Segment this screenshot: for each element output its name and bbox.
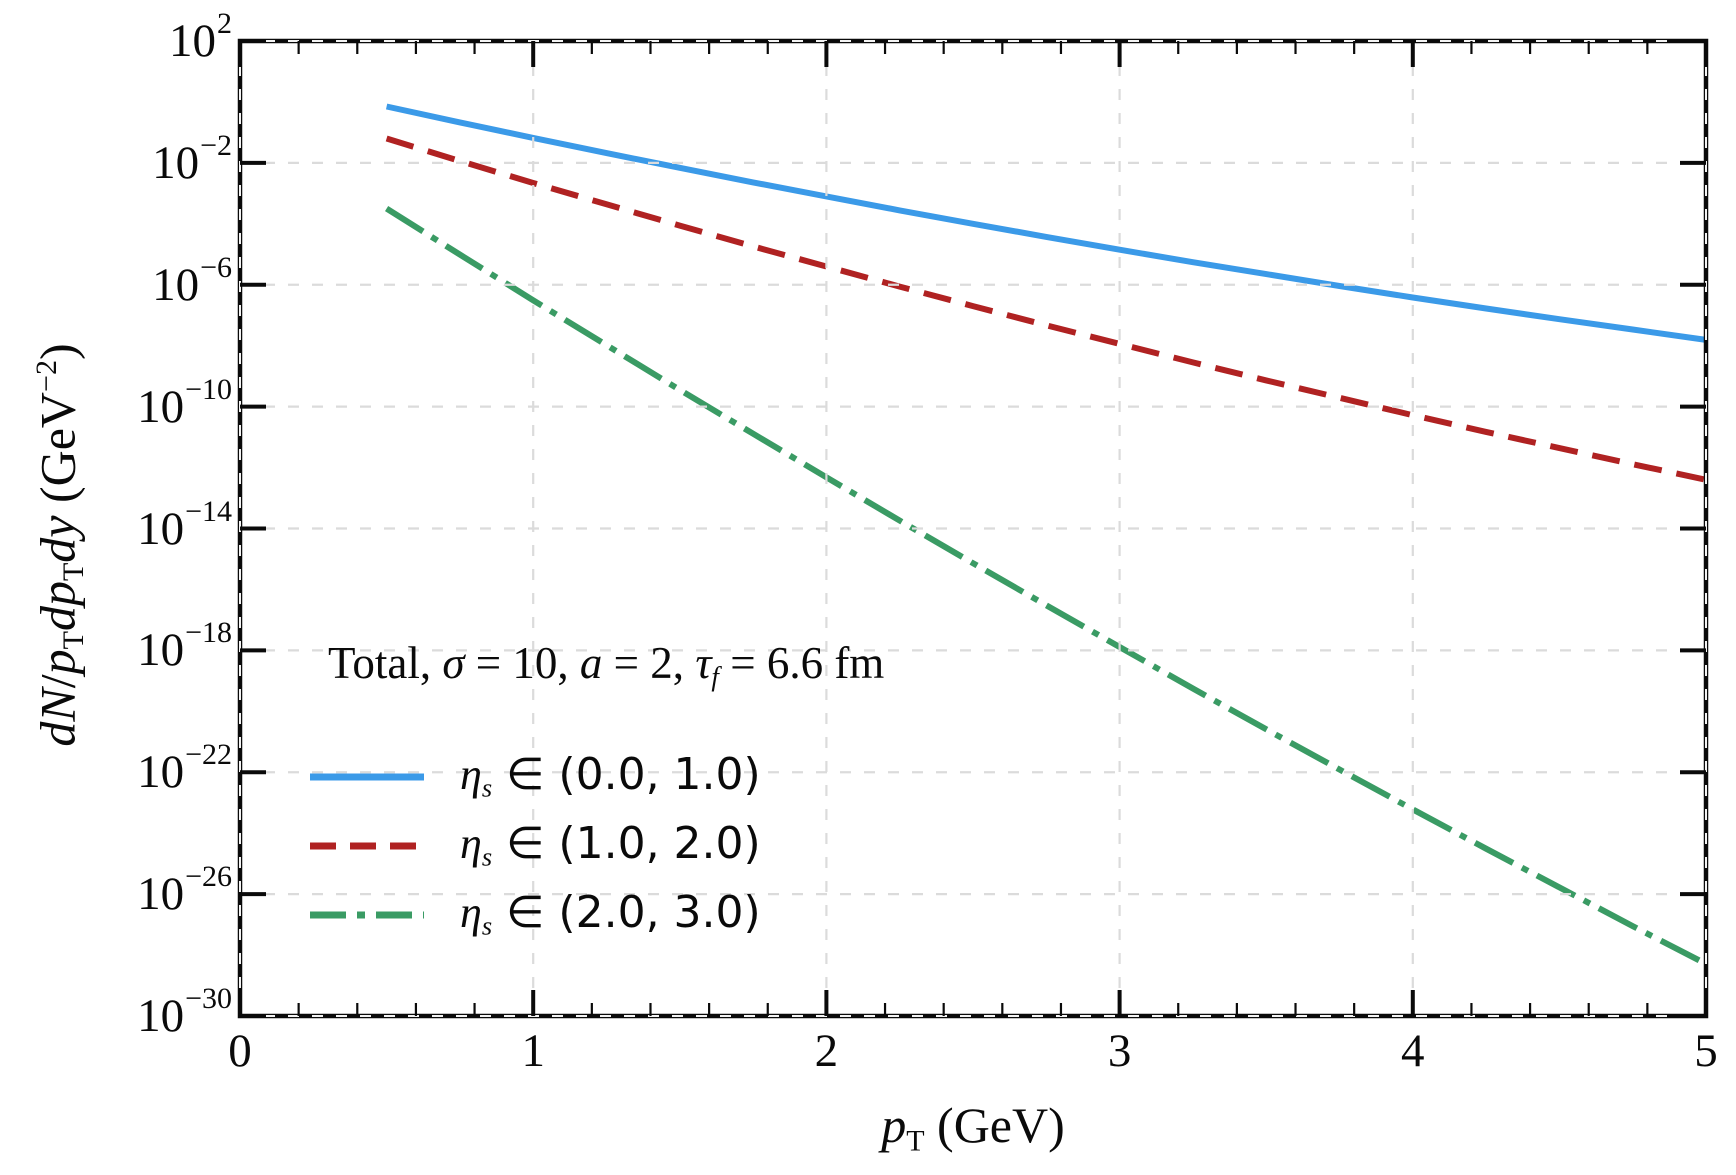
y-tick-base: 10 (137, 868, 185, 921)
label-part: T (906, 1124, 925, 1158)
y-tick-exponent: −22 (185, 738, 232, 772)
y-tick-label: 10 −18 (30, 615, 232, 685)
label-part: = 2, (602, 638, 696, 688)
label-part: dp (29, 581, 86, 632)
legend-symbol: η (460, 750, 482, 800)
label-part: τ (695, 638, 712, 688)
x-tick-label: 0 (228, 1025, 252, 1077)
label-part: a (579, 638, 603, 688)
legend-range: (0.0, 1.0) (558, 749, 761, 801)
legend-swatch-solid (310, 773, 424, 780)
y-tick-base: 10 (137, 502, 185, 555)
y-tick-label: 10 −6 (30, 250, 232, 320)
y-tick-label: 10 −30 (30, 981, 232, 1051)
label-part: p (881, 1097, 907, 1153)
legend-label: ηs ∈ (2.0, 3.0) (460, 887, 761, 941)
x-tick-label: 4 (1401, 1025, 1425, 1077)
y-tick-label: 10 −26 (30, 859, 232, 929)
x-tick-label: 5 (1694, 1025, 1718, 1077)
label-part: = 10, (464, 638, 580, 688)
label-part: = 6.6 fm (718, 638, 885, 688)
series-line-0 (385, 103, 1707, 343)
legend-entry: ηs ∈ (1.0, 2.0) (308, 811, 761, 880)
y-tick-exponent: 2 (217, 7, 232, 40)
y-tick-base: 10 (137, 746, 185, 799)
label-part: dN (29, 688, 86, 747)
legend-operator: ∈ (492, 818, 559, 870)
y-tick-base: 10 (169, 15, 216, 67)
legend-label: ηs ∈ (1.0, 2.0) (460, 818, 761, 872)
label-part: ) (29, 343, 86, 361)
y-tick-label: 10 −14 (30, 494, 232, 564)
y-tick-exponent: −30 (185, 982, 232, 1015)
y-tick-base: 10 (152, 136, 200, 189)
y-tick-exponent: −14 (185, 494, 232, 528)
x-tick-label: 2 (814, 1025, 839, 1077)
legend-operator: ∈ (492, 887, 559, 939)
label-part: −2 (30, 360, 63, 392)
series-line-1 (385, 135, 1707, 483)
legend: ηs ∈ (0.0, 1.0) ηs ∈ (1.0, 2.0) ηs ∈ (2.0,… (308, 742, 761, 949)
label-part: Total, (328, 638, 443, 688)
label-part: p (29, 649, 86, 675)
y-tick-label: 10 −10 (30, 372, 232, 442)
y-tick-label: 10 −22 (30, 737, 232, 807)
y-tick-exponent: −6 (200, 250, 232, 284)
legend-symbol-sub: s (481, 841, 493, 872)
legend-label: ηs ∈ (0.0, 1.0) (460, 749, 761, 803)
y-tick-exponent: −10 (185, 372, 232, 406)
y-tick-base: 10 (152, 258, 200, 311)
x-axis-label: pT (GeV) (673, 1096, 1273, 1158)
legend-swatch-dashed (310, 842, 424, 849)
x-tick-label: 3 (1107, 1025, 1132, 1077)
annotation-text: Total, σ = 10, a = 2, τf = 6.6 fm (328, 637, 884, 693)
y-tick-exponent: −26 (185, 860, 232, 894)
label-part: (GeV) (924, 1097, 1065, 1153)
series-line-2 (385, 206, 1708, 967)
label-part: / (29, 674, 86, 689)
y-tick-label: 10 −2 (30, 128, 232, 198)
label-part: T (56, 631, 90, 650)
y-tick-base: 10 (137, 624, 185, 677)
legend-symbol-sub: s (481, 910, 493, 941)
y-axis-label: dN/pTdpTdy (GeV−2) (16, 195, 90, 895)
label-part: σ (442, 638, 465, 688)
legend-symbol: η (460, 819, 482, 869)
legend-entry: ηs ∈ (0.0, 1.0) (308, 742, 761, 811)
legend-range: (1.0, 2.0) (558, 818, 761, 870)
x-tick-label: 1 (521, 1025, 545, 1077)
legend-operator: ∈ (492, 749, 559, 801)
y-tick-exponent: −18 (185, 616, 232, 650)
y-tick-exponent: −2 (200, 128, 232, 162)
legend-range: (2.0, 3.0) (558, 887, 761, 939)
y-tick-label: 10 2 (30, 6, 232, 76)
legend-swatch-dashdot (310, 911, 424, 918)
y-tick-base: 10 (137, 380, 185, 433)
legend-entry: ηs ∈ (2.0, 3.0) (308, 880, 761, 949)
legend-symbol: η (460, 888, 482, 938)
label-part: f (711, 661, 719, 692)
label-part: dy (29, 515, 86, 563)
label-part: (GeV (29, 391, 86, 516)
legend-symbol-sub: s (481, 772, 493, 803)
y-tick-base: 10 (137, 990, 185, 1042)
label-part: T (56, 562, 90, 582)
